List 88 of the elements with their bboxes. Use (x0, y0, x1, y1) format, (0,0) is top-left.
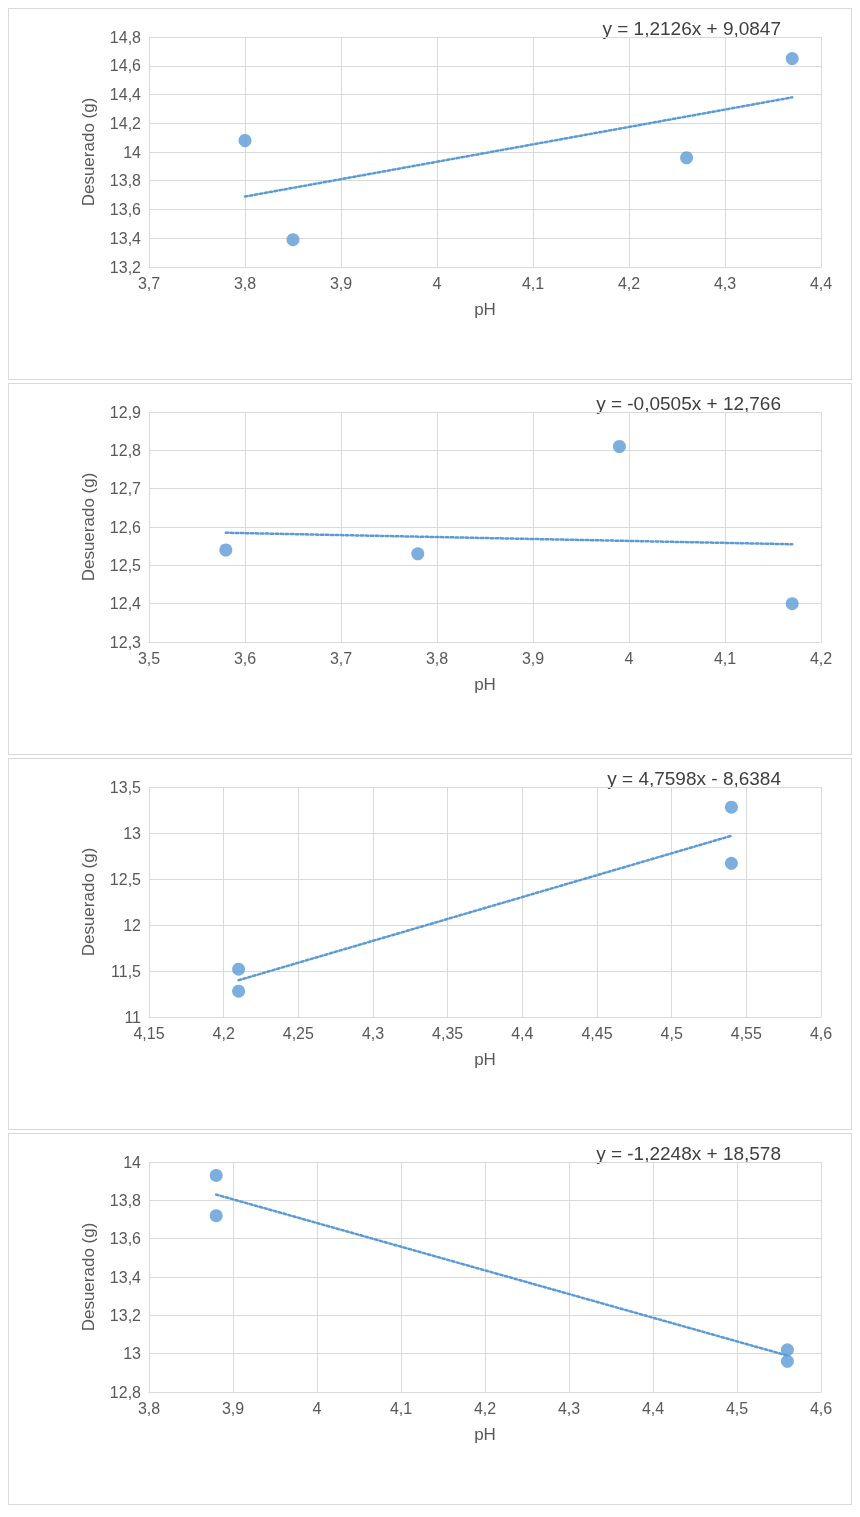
y-tick-label: 13,5 (109, 778, 142, 796)
y-tick-label: 13,2 (109, 258, 142, 276)
y-axis-title: Desuerado (g) (79, 1222, 98, 1332)
x-axis-title: pH (474, 1425, 496, 1444)
x-tick-label: 4,1 (389, 1399, 413, 1417)
y-tick-label: 13,4 (109, 229, 142, 247)
y-tick-label: 13,6 (109, 1230, 142, 1248)
y-axis-title: Desuerado (g) (79, 472, 98, 582)
x-tick-label: 4,4 (641, 1399, 665, 1417)
point (724, 856, 738, 870)
y-tick-label: 12,8 (109, 1383, 142, 1401)
x-tick-label: 4 (312, 1399, 322, 1417)
x-axis-title: pH (474, 675, 496, 694)
point (780, 1354, 794, 1368)
x-tick-label: 4,15 (133, 1024, 165, 1042)
x-tick-label: 3,8 (137, 1399, 161, 1417)
x-tick-label: 3,8 (233, 274, 257, 292)
y-tick-label: 12,6 (109, 518, 142, 536)
y-tick-label: 13,6 (109, 201, 142, 218)
x-tick-label: 4,1 (521, 274, 545, 292)
point (209, 1209, 223, 1223)
x-axis-title: pH (474, 1050, 496, 1069)
y-tick-label: 14,4 (109, 86, 142, 103)
x-tick-label: 3,9 (221, 1399, 245, 1417)
point (785, 52, 799, 66)
y-tick-label: 13 (123, 824, 142, 842)
x-tick-label: 3,7 (137, 274, 161, 292)
y-tick-label: 12,3 (109, 633, 142, 651)
x-tick-label: 4,2 (212, 1024, 235, 1042)
x-tick-label: 4,1 (713, 649, 737, 667)
y-tick-label: 14 (123, 1153, 142, 1171)
y-tick-label: 14,8 (109, 28, 142, 46)
y-tick-label: 12,5 (109, 556, 142, 574)
x-tick-label: 4,4 (809, 274, 833, 292)
y-tick-label: 13,8 (109, 1191, 142, 1209)
point (209, 1168, 223, 1182)
y-axis-title: Desuerado (g) (79, 847, 98, 957)
point (785, 597, 799, 611)
x-tick-label: 4,55 (730, 1024, 763, 1042)
x-tick-label: 4,2 (809, 649, 833, 667)
x-tick-label: 3,7 (329, 649, 353, 667)
y-tick-label: 13,2 (109, 1306, 142, 1324)
y-tick-label: 12,5 (109, 870, 142, 888)
x-tick-label: 3,9 (521, 649, 545, 667)
point (780, 1343, 794, 1357)
y-tick-label: 12,7 (109, 480, 142, 498)
x-tick-label: 4,6 (809, 1399, 833, 1417)
x-tick-label: 4 (624, 649, 634, 667)
y-tick-label: 13,8 (109, 172, 142, 190)
y-tick-label: 11 (124, 1008, 142, 1026)
y-tick-label: 14,2 (109, 114, 142, 132)
x-axis-title: pH (474, 300, 496, 319)
y-tick-label: 12,8 (109, 441, 142, 459)
x-tick-label: 4,3 (361, 1024, 385, 1042)
y-tick-label: 12 (123, 916, 142, 934)
point (680, 151, 694, 165)
y-tick-label: 14 (123, 143, 142, 161)
point (238, 134, 252, 147)
x-tick-label: 3,6 (233, 649, 257, 667)
x-tick-label: 4,2 (617, 274, 641, 292)
y-tick-label: 13,4 (109, 1268, 142, 1286)
point (219, 543, 233, 557)
y-tick-label: 13 (123, 1345, 142, 1363)
y-tick-label: 12,4 (109, 595, 142, 613)
y-tick-label: 11,5 (111, 962, 142, 980)
x-tick-label: 4,35 (432, 1024, 464, 1042)
y-axis-title: Desuerado (g) (79, 97, 98, 207)
x-tick-label: 4,5 (660, 1024, 683, 1042)
point (286, 233, 300, 247)
y-tick-label: 14,6 (109, 57, 142, 75)
x-tick-label: 4,5 (725, 1399, 749, 1417)
x-tick-label: 4,45 (581, 1024, 613, 1042)
x-tick-label: 4 (432, 274, 442, 292)
point (232, 962, 246, 976)
x-tick-label: 4,3 (713, 274, 737, 292)
x-tick-label: 3,5 (137, 649, 161, 667)
x-tick-label: 4,4 (511, 1024, 534, 1042)
x-tick-label: 4,2 (473, 1399, 497, 1417)
x-tick-label: 3,9 (329, 274, 353, 292)
x-tick-label: 4,3 (557, 1399, 581, 1417)
y-tick-label: 12,9 (109, 403, 142, 421)
x-tick-label: 4,25 (282, 1024, 315, 1042)
point (232, 984, 246, 998)
point (724, 800, 738, 814)
x-tick-label: 3,8 (425, 649, 449, 667)
x-tick-label: 4,6 (809, 1024, 833, 1042)
point (411, 547, 425, 561)
point (612, 440, 626, 453)
